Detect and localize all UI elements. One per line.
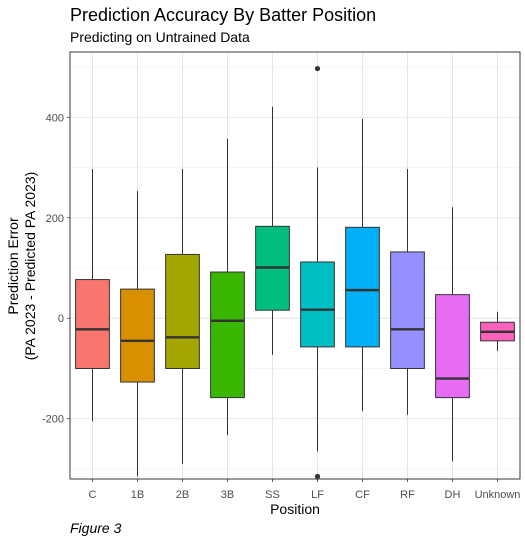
x-tick-label: 1B [131, 489, 144, 501]
y-tick-label: 400 [46, 112, 64, 124]
x-tick-label: CF [355, 489, 370, 501]
box-iqr [165, 253, 200, 369]
box-lf [300, 65, 335, 480]
box-1b [120, 191, 155, 477]
x-axis-title: Position [270, 501, 320, 517]
box-2b [165, 169, 200, 464]
y-axis-title-line-1: Prediction Error [5, 217, 21, 315]
outlier-point [314, 473, 321, 480]
box-c [75, 169, 110, 422]
box-series [75, 65, 515, 480]
box-iqr [75, 279, 110, 369]
box-unknown [480, 311, 515, 351]
figure-caption: Figure 3 [70, 520, 122, 536]
box-iqr [435, 294, 470, 399]
box-iqr [300, 261, 335, 348]
plot-area [69, 51, 521, 480]
x-tick-label: RF [400, 489, 415, 501]
box-ss [255, 106, 290, 355]
chart-title: Prediction Accuracy By Batter Position [70, 5, 376, 25]
y-tick-label: -200 [42, 414, 64, 426]
outlier-point [314, 65, 321, 72]
y-tick-label: 0 [58, 313, 64, 325]
x-tick-label: Unknown [475, 489, 521, 501]
x-tick-label: DH [445, 489, 461, 501]
box-dh [435, 207, 470, 462]
y-axis: -200 0 200 400 [42, 112, 70, 426]
y-axis-title-line-2: (PA 2023 - Predicted PA 2023) [22, 172, 38, 361]
box-iqr [345, 226, 380, 348]
chart-subtitle: Predicting on Untrained Data [70, 29, 250, 45]
x-axis: C 1B 2B 3B SS LF CF RF DH Unknown [89, 479, 521, 501]
x-tick-label: SS [265, 489, 280, 501]
box-3b [210, 138, 245, 436]
x-tick-label: 2B [176, 489, 189, 501]
plot-panel [69, 51, 521, 480]
x-tick-label: 3B [221, 489, 234, 501]
box-iqr [120, 288, 155, 383]
box-iqr [390, 251, 425, 369]
box-cf [345, 118, 380, 412]
x-tick-label: LF [311, 489, 324, 501]
box-iqr [210, 271, 245, 399]
x-tick-label: C [89, 489, 97, 501]
box-rf [390, 169, 425, 415]
plot-border [69, 51, 521, 480]
y-tick-label: 200 [46, 213, 64, 225]
